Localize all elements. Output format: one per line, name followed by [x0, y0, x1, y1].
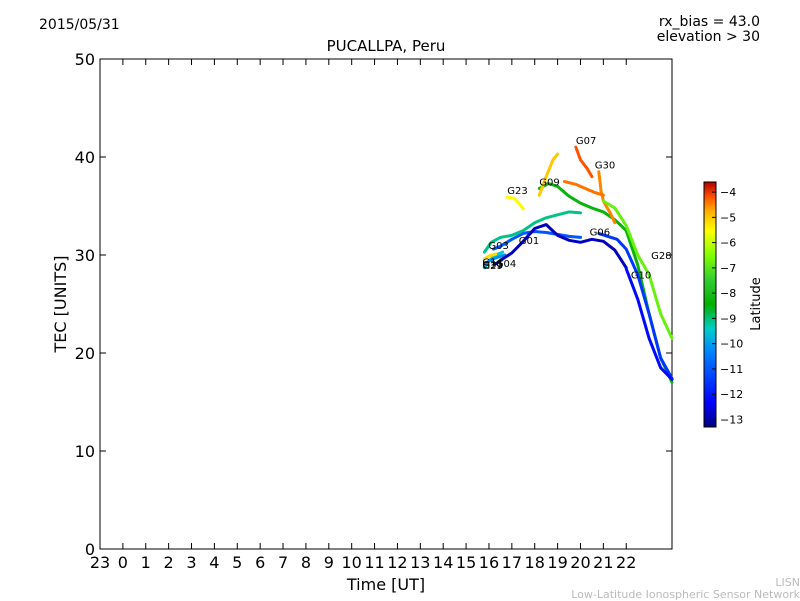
series-label-g09: G09: [539, 177, 559, 188]
colorbar-tick-label: −10: [720, 338, 743, 351]
colorbar: −4 −5 −6 −7 −8 −9 −10 −11 −12 −13 Latitude: [703, 181, 764, 428]
series-line-g29: [482, 252, 498, 261]
series-label-g31: G31: [482, 260, 502, 271]
y-tick-label: 10: [75, 442, 95, 461]
chart-title: PUCALLPA, Peru: [326, 37, 446, 55]
x-tick-label: 17: [502, 553, 522, 572]
colorbar-tick-label: −4: [720, 186, 736, 199]
x-tick-label: 0: [118, 553, 128, 572]
series-line-g30b: [563, 180, 605, 197]
y-tick-label: 0: [85, 540, 95, 559]
series-label-g23: G23: [507, 186, 527, 197]
colorbar-tick-label: −12: [720, 388, 743, 401]
x-tick-label: 7: [278, 553, 288, 572]
colorbar-tick-label: −7: [720, 262, 736, 275]
series-label-g14: G14: [482, 258, 502, 269]
x-tick-label: 15: [456, 553, 476, 572]
series-label-g06: G06: [590, 227, 610, 238]
series-label-g01: G01: [519, 236, 539, 247]
series-line-g07: [574, 145, 594, 179]
series-line-g06: [597, 231, 674, 380]
series-line-g03: [482, 210, 582, 254]
x-tick-label: 16: [479, 553, 499, 572]
series-label-g07: G07: [576, 136, 596, 147]
series-label-g28: G28: [651, 251, 671, 262]
colorbar-tick-label: −5: [720, 211, 736, 224]
y-tick-label: 30: [75, 246, 95, 265]
date-label: 2015/05/31: [39, 17, 120, 33]
x-tick-label: 4: [209, 553, 219, 572]
x-tick-label: 21: [593, 553, 613, 572]
elevation-label: elevation > 30: [656, 29, 760, 45]
x-axis-label: Time [UT]: [346, 575, 425, 594]
colorbar-tick-label: −8: [720, 287, 736, 300]
y-tick-label: 40: [75, 148, 95, 167]
series-line-g10: [624, 267, 674, 381]
colorbar-tick-label: −13: [720, 413, 743, 426]
x-tick-label: 10: [342, 553, 362, 572]
x-tick-label: 6: [255, 553, 265, 572]
series-label-g10: G10: [631, 271, 651, 282]
colorbar-label: Latitude: [749, 277, 764, 331]
colorbar-gradient: [703, 181, 717, 428]
x-tick-label: 12: [387, 553, 407, 572]
series-label-g03: G03: [488, 241, 508, 252]
x-tick-label: 9: [324, 553, 334, 572]
series-line-g01: [492, 230, 582, 251]
y-tick-label: 20: [75, 344, 95, 363]
credit-short: LISN: [775, 576, 800, 589]
series-label-g29: G29: [482, 261, 502, 272]
colorbar-tick-label: −9: [720, 312, 736, 325]
series-label-g04: G04: [496, 259, 516, 270]
series-line-g23: [505, 195, 525, 211]
x-tick-label: 1: [141, 553, 151, 572]
x-tick-label: 22: [616, 553, 636, 572]
x-tick-label: 5: [232, 553, 242, 572]
series-line-g23b: [537, 152, 560, 197]
x-tick-label: 8: [301, 553, 311, 572]
colorbar-tick-label: −6: [720, 237, 736, 250]
series-line-g04: [494, 223, 628, 270]
credit-long: Low-Latitude Ionospheric Sensor Network: [571, 588, 800, 601]
colorbar-tick-label: −11: [720, 363, 743, 376]
y-tick-label: 50: [75, 50, 95, 69]
series-line-g28: [601, 199, 674, 340]
series-label-g30: G30: [595, 161, 615, 172]
series-line-g31: [482, 253, 507, 266]
x-tick-label: 23: [90, 553, 110, 572]
x-tick-label: 11: [364, 553, 384, 572]
x-tick-label: 18: [525, 553, 545, 572]
y-axis-label: TEC [UNITS]: [51, 256, 70, 354]
rx-bias-label: rx_bias = 43.0: [658, 14, 760, 30]
x-tick-label: 3: [186, 553, 196, 572]
x-tick-label: 19: [547, 553, 567, 572]
plot-frame: [99, 58, 673, 550]
x-tick-label: 13: [410, 553, 430, 572]
x-tick-label: 14: [433, 553, 453, 572]
x-tick-label: 2: [164, 553, 174, 572]
x-tick-label: 20: [570, 553, 590, 572]
